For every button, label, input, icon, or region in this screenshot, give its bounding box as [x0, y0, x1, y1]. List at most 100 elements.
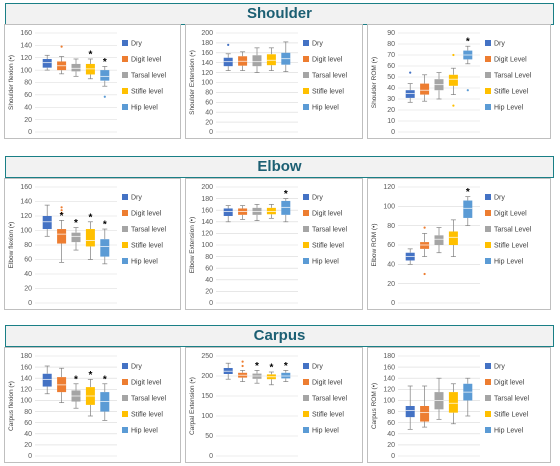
y-axis-label: Shoulder ROM (•): [371, 57, 378, 108]
legend-swatch: [303, 427, 309, 433]
outlier-point: [103, 95, 106, 98]
y-axis-label: Carpus flexion (•): [8, 381, 15, 431]
significance-star: *: [255, 361, 259, 372]
legend-label: Tarsal level: [131, 396, 166, 403]
legend-label: Dry: [494, 195, 505, 202]
legend-label: Hip Level: [494, 105, 524, 112]
y-tick-label: 120: [383, 387, 395, 394]
legend-swatch: [485, 88, 491, 94]
box: [42, 58, 52, 68]
y-tick-label: 140: [20, 199, 32, 206]
y-tick-label: 80: [387, 409, 395, 416]
y-tick-label: 60: [24, 420, 32, 427]
legend-label: Digit level: [312, 380, 343, 387]
chart-panel-1-1: Elbow Extension (•) 0 20 40 60 80 100 120 140 160…: [185, 178, 363, 310]
significance-star: *: [103, 374, 107, 385]
y-tick-label: 120: [201, 70, 213, 77]
significance-star: *: [74, 374, 78, 385]
legend-swatch: [303, 242, 309, 248]
y-tick-label: 0: [28, 453, 32, 460]
box: [71, 63, 81, 72]
legend-label: Dry: [131, 195, 142, 202]
legend-label: Hip level: [131, 105, 158, 112]
box: [405, 406, 415, 418]
legend-label: Tarsal level: [131, 227, 166, 234]
section-title-elbow: Elbow: [5, 156, 554, 178]
legend-swatch: [303, 194, 309, 200]
box: [405, 90, 415, 98]
chart-panel-2-1: Carpal Extension (•) 0 50 100 150 200 250 * * * Dr…: [185, 347, 363, 463]
y-axis-label: Shoulder Extension (•): [189, 50, 196, 115]
outlier-point: [60, 206, 63, 209]
legend-swatch: [122, 411, 128, 417]
box-plot: Carpal Extension (•) 0 50 100 150 200 250 * * * Dr…: [189, 353, 347, 460]
legend-label: Stifle level: [312, 412, 344, 419]
significance-star: *: [60, 211, 64, 222]
y-tick-label: 20: [205, 289, 213, 296]
y-tick-label: 80: [387, 41, 395, 48]
y-tick-label: 80: [205, 254, 213, 261]
legend-swatch: [485, 226, 491, 232]
legend-swatch: [485, 210, 491, 216]
legend-swatch: [303, 395, 309, 401]
legend-label: Dry: [312, 41, 323, 48]
box: [420, 406, 430, 422]
box: [281, 200, 291, 215]
y-tick-label: 20: [24, 117, 32, 124]
box-plot: Carpus ROM (•) 0 20 40 60 80 100 120 140 160 180 Dr…: [371, 353, 529, 460]
y-tick-label: 120: [20, 55, 32, 62]
legend-swatch: [485, 194, 491, 200]
y-tick-label: 0: [28, 300, 32, 307]
box: [281, 372, 291, 379]
legend-swatch: [303, 210, 309, 216]
y-tick-label: 100: [20, 228, 32, 235]
significance-star: *: [284, 361, 288, 372]
box: [434, 235, 444, 245]
legend-swatch: [122, 72, 128, 78]
y-tick-label: 20: [387, 442, 395, 449]
y-tick-label: 140: [20, 43, 32, 50]
legend-label: Stifle level: [312, 243, 344, 250]
legend-swatch: [122, 226, 128, 232]
significance-star: *: [74, 218, 78, 229]
legend-swatch: [485, 395, 491, 401]
y-tick-label: 60: [24, 257, 32, 264]
y-tick-label: 200: [201, 30, 213, 37]
y-tick-label: 20: [387, 107, 395, 114]
legend-swatch: [485, 379, 491, 385]
legend-swatch: [122, 104, 128, 110]
legend-swatch: [485, 104, 491, 110]
box: [85, 229, 95, 247]
legend-swatch: [485, 72, 491, 78]
chart-panel-0-2: Shoulder ROM (•) 0 10 20 30 40 50 60 70 80 90 * Dry D…: [367, 24, 551, 139]
y-tick-label: 60: [387, 63, 395, 70]
legend-label: Stifle Level: [494, 89, 529, 96]
y-tick-label: 100: [201, 242, 213, 249]
box-plot: Shoulder Extension (•) 0 20 40 60 80 100 120 140…: [189, 30, 347, 136]
box: [42, 216, 52, 230]
y-tick-label: 30: [387, 96, 395, 103]
y-tick-label: 160: [201, 50, 213, 57]
legend-label: Dry: [494, 364, 505, 371]
legend-swatch: [122, 258, 128, 264]
y-tick-label: 100: [383, 398, 395, 405]
outlier-point: [423, 272, 426, 276]
y-tick-label: 60: [205, 265, 213, 272]
legend-swatch: [485, 56, 491, 62]
legend-swatch: [303, 363, 309, 369]
legend-label: Hip level: [312, 428, 339, 435]
legend-label: Dry: [494, 41, 505, 48]
y-tick-label: 40: [24, 104, 32, 111]
y-tick-label: 160: [20, 364, 32, 371]
legend-swatch: [303, 258, 309, 264]
y-axis-label: Shoulder flexion (•): [8, 55, 15, 110]
y-tick-label: 40: [387, 262, 395, 269]
outlier-point: [227, 43, 230, 46]
y-tick-label: 120: [201, 231, 213, 238]
legend-swatch: [122, 242, 128, 248]
y-tick-label: 200: [201, 373, 213, 380]
chart-panel-1-0: Elbow flexion (•) 0 20 40 60 80 100 120 140 160 * *…: [4, 178, 181, 310]
y-tick-label: 100: [20, 398, 32, 405]
significance-star: *: [88, 212, 92, 223]
box: [71, 232, 81, 243]
